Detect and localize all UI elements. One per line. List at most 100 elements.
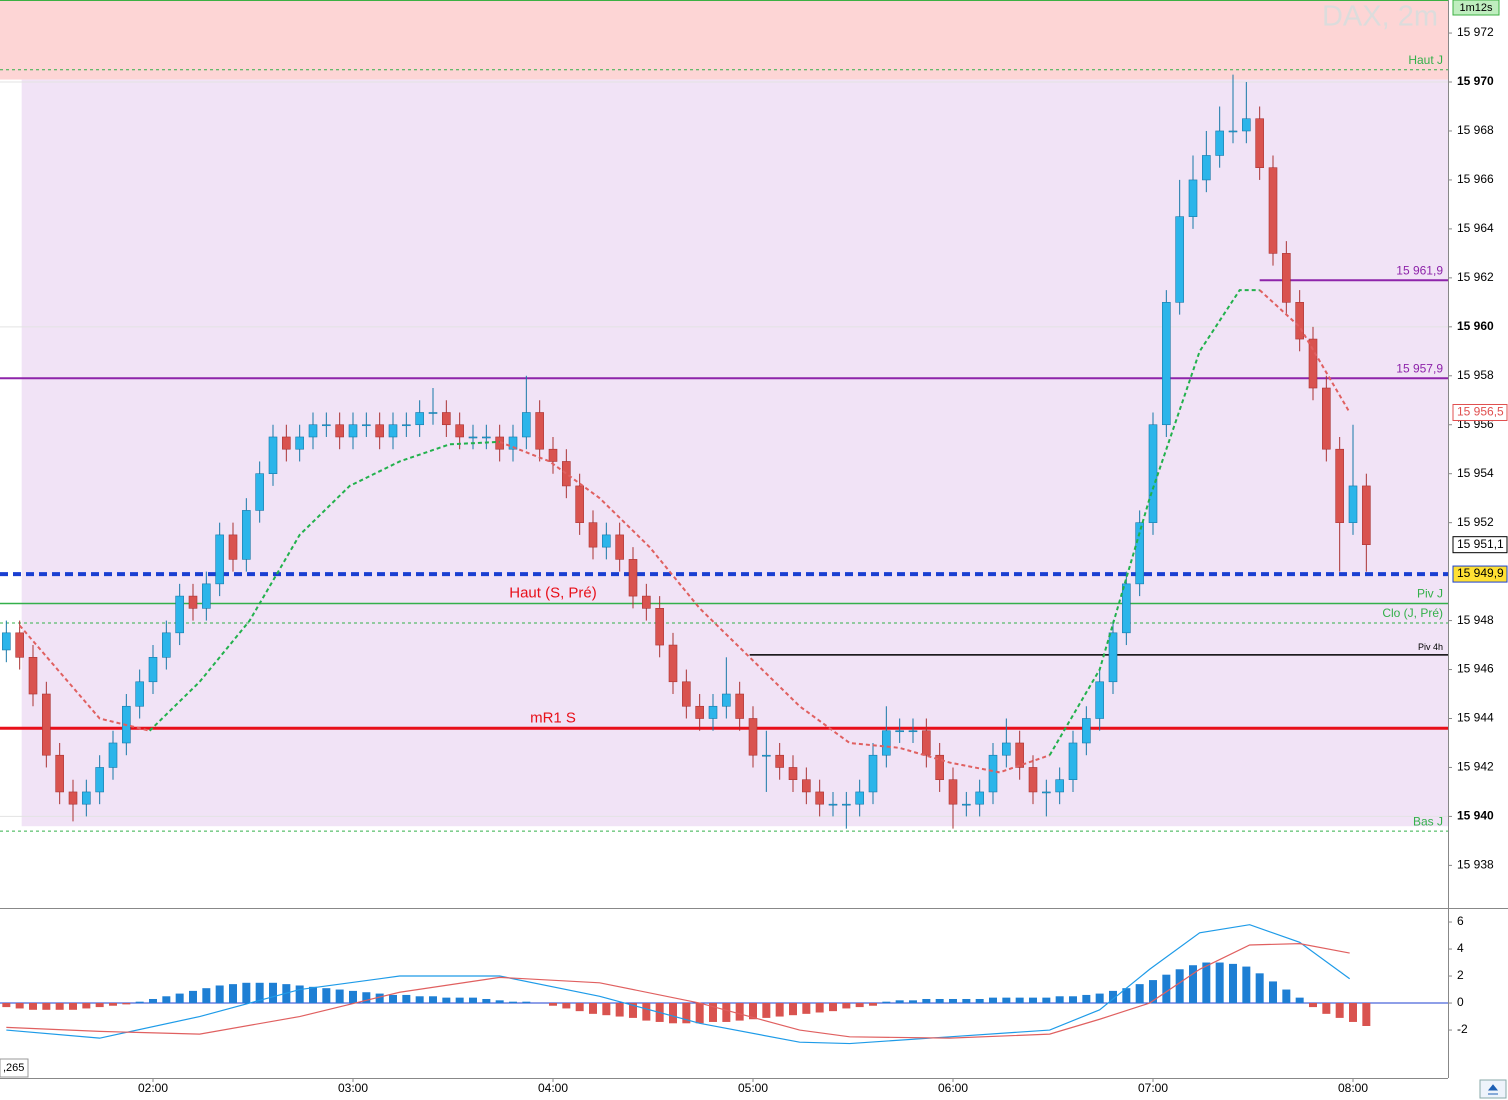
level-center-label: mR1 S [530, 709, 576, 726]
macd-bar [82, 1003, 91, 1009]
macd-bar [1042, 997, 1051, 1004]
macd-bar [962, 998, 971, 1004]
macd-bar [2, 1003, 11, 1008]
y-tick-label: 15 970 [1457, 74, 1494, 88]
candle-body [268, 436, 278, 474]
macd-bar [842, 1003, 851, 1009]
x-tick-label: 05:00 [738, 1081, 768, 1095]
candle-body [108, 742, 118, 768]
candle-body [895, 730, 904, 733]
candle-body [508, 436, 518, 450]
candle-body [1322, 387, 1331, 450]
macd-bar [642, 1003, 651, 1021]
macd-bar [1242, 966, 1251, 1004]
candle-body [202, 583, 211, 609]
candle-body [935, 754, 944, 781]
macd-bar [1322, 1003, 1331, 1014]
macd-bar [802, 1003, 811, 1014]
price-label: 15 949,9 [1457, 566, 1504, 580]
candles-layer [2, 74, 1371, 829]
candle-body [1268, 167, 1278, 254]
macd-bar [335, 989, 344, 1004]
candle-body [1215, 130, 1224, 156]
x-tick-label: 08:00 [1338, 1081, 1368, 1095]
macd-readout: ,265 [3, 1062, 24, 1074]
candle-body [388, 424, 398, 438]
macd-bar [135, 1001, 144, 1004]
macd-bar [1282, 989, 1291, 1004]
candle-body [1242, 118, 1251, 132]
candle-body [908, 730, 918, 733]
candle-body [828, 803, 838, 806]
candle-body [28, 656, 38, 695]
candle-body [1362, 485, 1371, 545]
candle-body [788, 767, 798, 781]
macd-bar [1015, 997, 1024, 1004]
macd-bar [922, 998, 931, 1004]
candle-body [335, 424, 344, 438]
candle-body [815, 791, 824, 805]
candle-body [1228, 130, 1238, 133]
candle-body [68, 791, 78, 805]
candle-body [1055, 779, 1064, 793]
candle-body [415, 412, 424, 426]
macd-bar [189, 990, 197, 1004]
macd-bar [1109, 990, 1117, 1004]
macd-bar [695, 1003, 704, 1024]
candle-body [1135, 522, 1144, 585]
candle-body [868, 754, 878, 793]
macd-bar [789, 1003, 797, 1016]
candle-body [402, 424, 411, 427]
levels-layer: Haut J 15 961,9 15 957,9 Piv J Haut (S, Pré)… [0, 53, 1448, 832]
y-tick-label: 15 972 [1457, 25, 1494, 39]
macd-bar [829, 1003, 837, 1012]
candle-body [362, 424, 371, 427]
candle-body [1308, 338, 1318, 389]
macd-bar [495, 1000, 504, 1004]
y-tick-label: 6 [1457, 914, 1464, 928]
candle-body [1255, 118, 1264, 168]
macd-bar [709, 1003, 717, 1022]
macd-bar [615, 1003, 624, 1017]
candle-body [602, 534, 611, 548]
candle-body [82, 791, 91, 805]
macd-bar [949, 998, 957, 1004]
macd-bar [95, 1003, 104, 1008]
candle-body [282, 436, 291, 450]
macd-bar [482, 998, 491, 1004]
macd-bar [775, 1003, 784, 1017]
macd-bar [629, 1003, 637, 1018]
candle-body [562, 461, 571, 487]
macd-bar [202, 988, 211, 1004]
moving-average [148, 440, 500, 732]
macd-bar [1202, 962, 1211, 1004]
macd-bar [909, 1000, 917, 1004]
macd-bar [162, 996, 171, 1004]
price-label-box [1452, 536, 1508, 554]
macd-bar [1149, 980, 1157, 1004]
level-label: Bas J [1413, 814, 1443, 828]
scroll-icon [1487, 1084, 1499, 1095]
candle-body [175, 595, 184, 634]
x-tick-label: 06:00 [938, 1081, 968, 1095]
y-tick-label: 15 944 [1457, 711, 1494, 725]
macd-bar [269, 982, 277, 1004]
y-tick-label: 15 964 [1457, 221, 1494, 235]
macd-bar [869, 1003, 877, 1006]
macd-bar [295, 985, 304, 1004]
macd-bar [682, 1003, 691, 1024]
candle-body [455, 424, 464, 438]
candle-body [548, 448, 558, 462]
candle-body [308, 424, 318, 438]
macd-bar [1122, 988, 1131, 1004]
candle-body [975, 791, 984, 805]
macd-bar [69, 1003, 77, 1010]
candle-body [882, 730, 891, 756]
candle-body [962, 803, 971, 806]
candle-body [1335, 448, 1344, 523]
candle-body [588, 522, 598, 548]
level-label: Clo (J, Pré) [1382, 606, 1443, 620]
